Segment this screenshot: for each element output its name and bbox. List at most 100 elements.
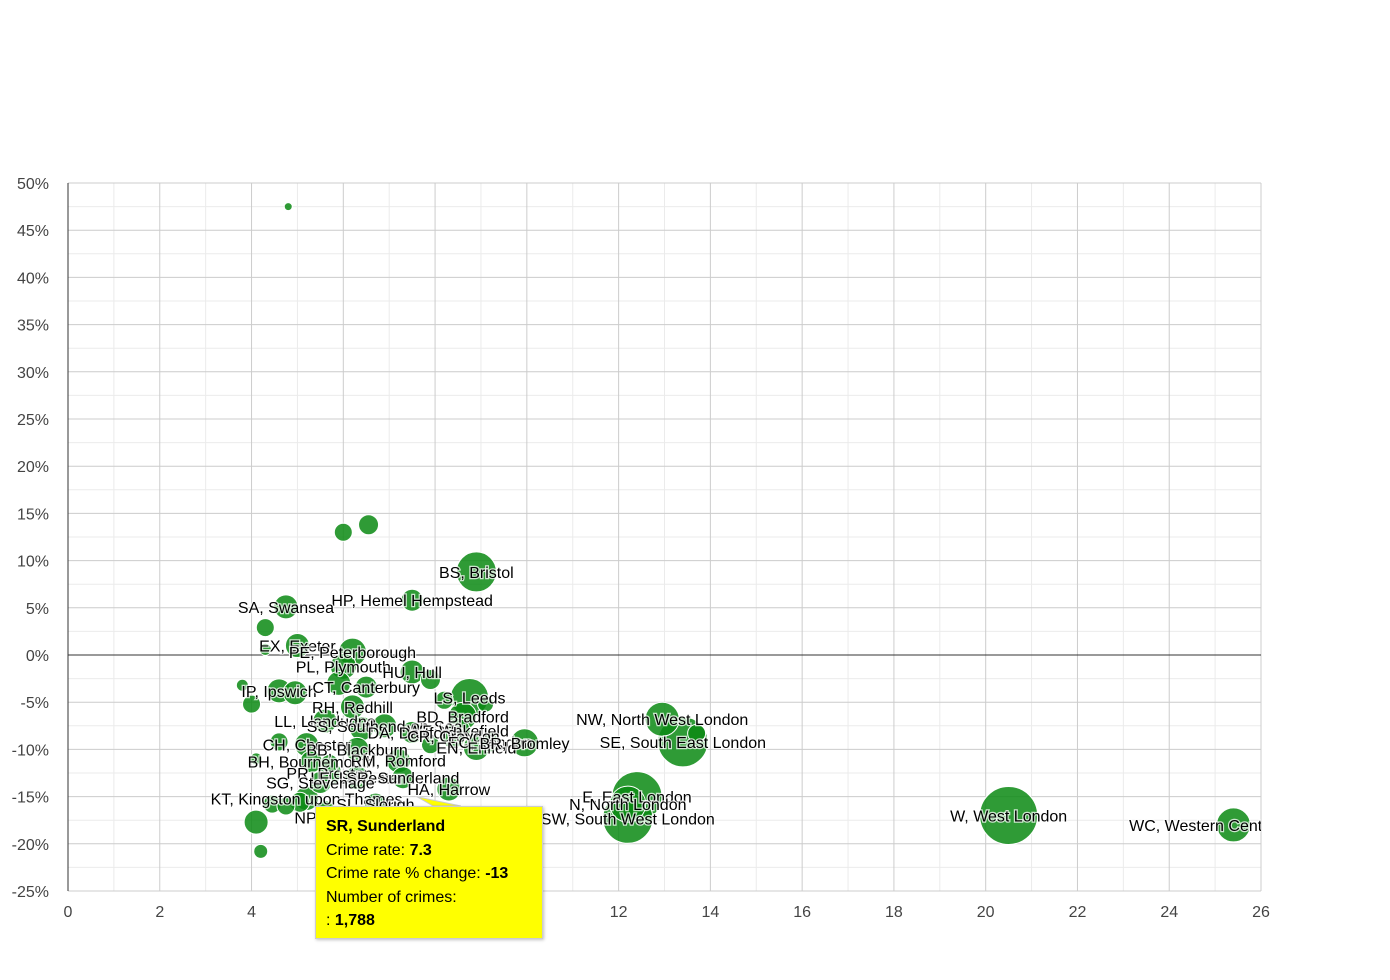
bubble-label: SS, Southend-on-Sea [307,719,463,736]
bubble-point[interactable] [282,680,308,706]
bubble-point[interactable] [477,695,495,713]
bubble-point[interactable] [320,754,340,774]
y-tick-label: -10% [12,742,49,759]
bubble-point[interactable] [258,642,272,656]
tooltip-crimes-prefix: : [326,912,335,929]
bubble-point[interactable] [354,675,378,699]
bubble-label: BH, Bournemouth [248,755,375,772]
bubble-point[interactable] [358,514,380,536]
bubble-point[interactable] [243,809,269,835]
bubble-label: LL, Llandudno [274,714,376,731]
x-tick-label: 26 [1252,904,1270,921]
x-tick-label: 4 [247,904,256,921]
bubble-point[interactable] [255,618,275,638]
bubble-point[interactable] [283,202,293,212]
tooltip-crimes-value: 1,788 [334,912,375,929]
bubble-point[interactable] [312,708,338,734]
bubble-point[interactable] [434,690,454,710]
x-tick-label: 14 [701,904,719,921]
bubble-point[interactable] [479,731,501,753]
bubble-point[interactable] [644,701,680,737]
y-tick-label: 20% [17,459,49,476]
bubble-label: SA, Swansea [238,600,334,617]
bubble-label: W, West London [950,808,1067,825]
y-tick-label: 25% [17,412,49,429]
bubble-label: BS, Bristol [439,565,514,582]
bubble-point[interactable] [253,843,269,859]
bubble-label: HP, Hemel Hempstead [331,593,493,610]
bubble-label: HU, Hull [382,665,442,682]
bubble-point[interactable] [400,720,424,744]
bubble-label: RM, Romford [351,754,446,771]
bubble-label: N, North London [569,797,686,814]
y-tick-label: -20% [12,837,49,854]
tooltip-crime-rate-label: Crime rate: [326,841,410,859]
bubble-label: SR, Sunderland [346,771,459,788]
bubble-point[interactable] [269,732,289,752]
bubble-label: HA, Harrow [407,782,490,799]
bubble-point[interactable] [326,670,352,696]
bubble-point[interactable] [436,776,462,802]
bubble-label: BB, Blackburn [306,742,407,759]
bubble-point[interactable] [391,766,415,790]
bubble-label: EX, Exeter [259,639,336,656]
bubble-point[interactable] [308,770,332,794]
bubble-label: RH, Redhill [312,700,393,717]
bubble-point[interactable] [609,785,647,823]
y-tick-label: 5% [26,601,49,618]
bubble-point[interactable] [344,765,370,791]
bubble-label: WC, Western Central London [1129,818,1338,835]
bubble-point[interactable] [687,723,707,743]
tooltip-crime-rate-value: 7.3 [409,841,432,859]
bubble-point[interactable] [276,796,296,816]
bubble-point[interactable] [1215,807,1251,843]
x-tick-label: 18 [885,904,903,921]
bubble-label: CR, Croydon [407,729,499,746]
x-tick-label: 22 [1069,904,1087,921]
y-tick-label: -5% [21,695,49,712]
bubble-label: KT, Kingston upon Thames [211,791,403,808]
bubble-label: SE, South East London [600,735,766,752]
bubble-label: PL, Plymouth [296,659,391,676]
x-tick-label: 12 [610,904,628,921]
bubble-point[interactable] [455,551,497,593]
x-tick-label: 16 [793,904,811,921]
bubble-point[interactable] [419,669,441,691]
y-tick-label: 45% [17,223,49,240]
bubble-point[interactable] [440,723,466,749]
x-tick-label: 0 [64,904,73,921]
bubble-point[interactable] [273,594,299,620]
y-tick-label: 15% [17,506,49,523]
y-tick-label: -25% [12,884,49,901]
bubble-label: CT, Canterbury [312,680,420,697]
bubble-label: LS, Leeds [433,690,505,707]
x-axis: 02468101214161820222426 [64,904,1270,921]
bubble-label: SW, South West London [541,811,715,828]
y-axis: 50% 45% 40% 35% 30% 25% 20% 15% 10% 5% 0% -5% -10% -1… [12,176,49,901]
bubble-label: DA, Dartford [368,725,457,742]
bubble-point[interactable] [242,694,262,714]
bubble-point[interactable] [979,785,1039,845]
bubble-point[interactable] [284,633,310,659]
bubble-point[interactable] [333,522,353,542]
bubble-point[interactable] [420,735,440,755]
bubble-label: IP, Ipswich [241,684,316,701]
bubble-label: EC, London [448,735,533,752]
bubble-point[interactable] [510,728,540,758]
y-tick-label: 10% [17,554,49,571]
tooltip: SR, Sunderland Crime rate: 7.3 Crime rat… [315,806,543,939]
y-tick-label: 40% [17,270,49,287]
y-tick-label: -15% [12,790,49,807]
bubble-point[interactable] [344,736,370,762]
tooltip-change-label: Crime rate % change: [326,865,486,882]
y-tick-label: 0% [26,648,49,665]
minor-gridlines [68,183,1261,891]
bubble-point[interactable] [339,694,365,720]
x-tick-label: 24 [1160,904,1178,921]
x-tick-label: 20 [977,904,995,921]
bubble-point[interactable] [249,752,263,766]
bubble-label: NW, North West London [576,712,748,729]
bubble-point[interactable] [235,678,249,692]
bubble-point[interactable] [400,588,424,612]
